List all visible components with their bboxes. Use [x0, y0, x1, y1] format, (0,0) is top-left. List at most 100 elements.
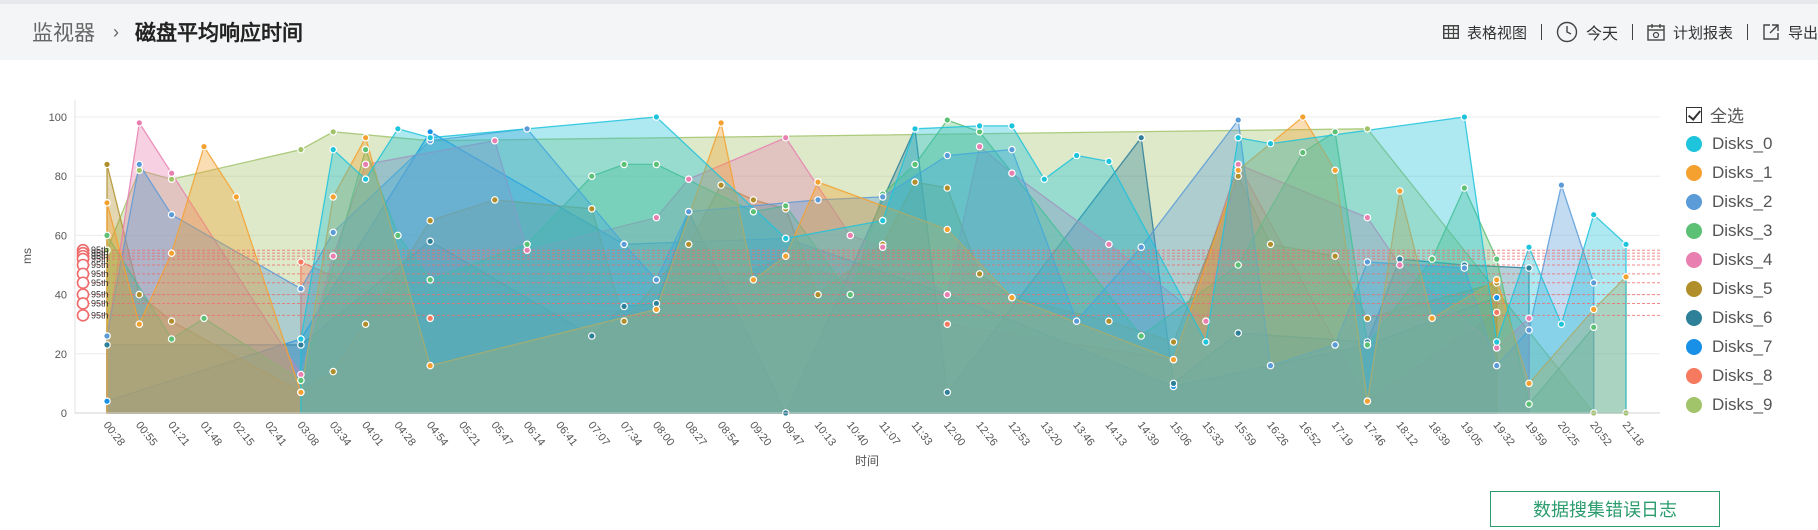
data-point[interactable] [943, 116, 952, 124]
data-point[interactable] [1363, 125, 1372, 133]
data-point[interactable] [1557, 320, 1566, 329]
data-point[interactable] [684, 175, 693, 184]
data-point[interactable] [103, 397, 111, 406]
data-point[interactable] [781, 133, 790, 142]
data-point[interactable] [297, 335, 305, 343]
data-point[interactable] [1008, 169, 1016, 178]
data-point[interactable] [943, 388, 952, 397]
data-point[interactable] [361, 133, 370, 142]
data-point[interactable] [878, 216, 887, 225]
data-point[interactable] [1557, 181, 1566, 189]
data-point[interactable] [652, 275, 661, 284]
data-point[interactable] [1331, 166, 1339, 175]
data-point[interactable] [1234, 261, 1243, 269]
data-point[interactable] [1105, 157, 1113, 166]
data-point[interactable] [620, 160, 628, 169]
data-point[interactable] [749, 207, 758, 216]
data-point[interactable] [1525, 400, 1533, 408]
data-point[interactable] [426, 314, 435, 323]
data-point[interactable] [1169, 379, 1178, 388]
data-point[interactable] [1428, 314, 1436, 323]
data-point[interactable] [975, 270, 984, 278]
data-point[interactable] [1008, 145, 1016, 154]
data-point[interactable] [1460, 184, 1469, 192]
data-point[interactable] [943, 290, 952, 299]
data-point[interactable] [781, 252, 790, 260]
data-point[interactable] [684, 240, 693, 249]
data-point[interactable] [1492, 255, 1501, 263]
data-point[interactable] [1169, 355, 1178, 364]
data-point[interactable] [426, 216, 435, 225]
p95-marker-circle[interactable] [76, 297, 90, 310]
data-point[interactable] [1202, 338, 1210, 346]
data-point[interactable] [135, 290, 144, 299]
table-view-button[interactable]: 表格视图 [1442, 22, 1527, 43]
data-point[interactable] [1589, 210, 1598, 219]
data-point[interactable] [329, 128, 338, 136]
data-point[interactable] [684, 207, 693, 216]
data-point[interactable] [587, 332, 596, 340]
data-point[interactable] [1008, 293, 1016, 302]
data-point[interactable] [620, 240, 628, 249]
data-point[interactable] [1266, 139, 1275, 148]
data-point[interactable] [1105, 240, 1113, 249]
today-button[interactable]: 今天 [1556, 20, 1618, 44]
data-point[interactable] [911, 160, 919, 169]
data-point[interactable] [329, 367, 338, 376]
data-point[interactable] [1428, 255, 1436, 263]
data-point[interactable] [1589, 323, 1598, 332]
data-point[interactable] [1202, 317, 1210, 326]
data-point[interactable] [1492, 275, 1501, 284]
data-point[interactable] [781, 202, 790, 210]
legend-item-disks_4[interactable]: Disks_4 [1686, 245, 1772, 274]
data-point[interactable] [717, 119, 725, 127]
data-point[interactable] [1492, 338, 1501, 346]
data-point[interactable] [361, 175, 370, 184]
data-point[interactable] [167, 249, 176, 258]
data-point[interactable] [1460, 113, 1469, 121]
data-point[interactable] [1525, 314, 1533, 323]
data-point[interactable] [1363, 314, 1372, 323]
data-point[interactable] [200, 314, 208, 323]
export-button[interactable]: 导出 [1762, 22, 1818, 43]
p95-marker[interactable]: 95th [76, 297, 109, 310]
data-point[interactable] [103, 199, 111, 207]
legend-item-disks_2[interactable]: Disks_2 [1686, 187, 1772, 216]
data-point[interactable] [943, 151, 952, 160]
data-point[interactable] [103, 160, 111, 169]
data-point[interactable] [943, 225, 952, 234]
data-point[interactable] [135, 119, 144, 127]
data-point[interactable] [975, 122, 984, 130]
data-point[interactable] [587, 172, 596, 181]
data-point[interactable] [490, 196, 499, 204]
data-point[interactable] [1363, 213, 1372, 222]
error-log-button[interactable]: 数据搜集错误日志 [1490, 491, 1720, 527]
data-point[interactable] [1492, 361, 1501, 370]
data-point[interactable] [814, 178, 822, 186]
data-point[interactable] [1169, 338, 1178, 346]
data-point[interactable] [135, 320, 144, 329]
legend-select-all[interactable]: 全选 [1686, 100, 1772, 129]
data-point[interactable] [911, 178, 919, 186]
data-point[interactable] [167, 335, 176, 343]
scheduled-report-button[interactable]: 计划报表 [1647, 22, 1733, 43]
data-point[interactable] [361, 320, 370, 329]
legend-item-disks_6[interactable]: Disks_6 [1686, 303, 1772, 332]
data-point[interactable] [135, 160, 144, 169]
data-point[interactable] [943, 184, 952, 192]
data-point[interactable] [814, 196, 822, 204]
data-point[interactable] [1234, 166, 1243, 175]
data-point[interactable] [523, 125, 531, 133]
data-point[interactable] [1363, 341, 1372, 349]
data-point[interactable] [361, 160, 370, 169]
legend-item-disks_8[interactable]: Disks_8 [1686, 361, 1772, 390]
data-point[interactable] [878, 243, 887, 252]
data-point[interactable] [1137, 133, 1146, 142]
data-point[interactable] [1396, 187, 1404, 195]
data-point[interactable] [749, 275, 758, 284]
data-point[interactable] [167, 210, 176, 219]
data-point[interactable] [587, 205, 596, 213]
data-point[interactable] [1072, 151, 1081, 160]
checkbox-icon[interactable] [1686, 106, 1702, 123]
data-point[interactable] [749, 196, 758, 204]
